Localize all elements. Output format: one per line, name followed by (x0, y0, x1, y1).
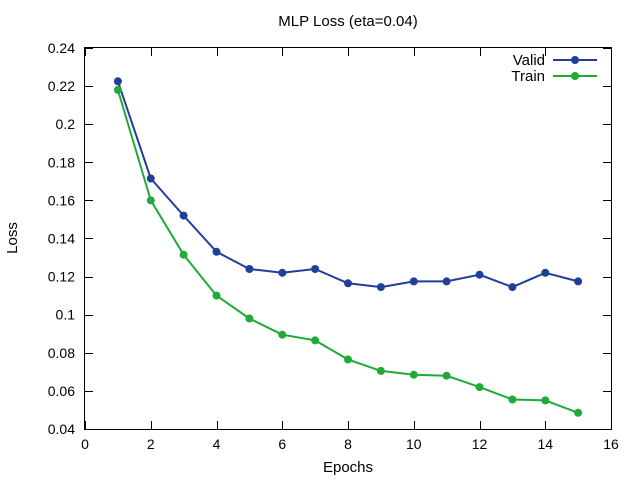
y-tick-label: 0.14 (48, 231, 75, 247)
x-tick-label: 6 (278, 436, 286, 452)
data-point-valid (409, 277, 418, 286)
x-tick-label: 12 (472, 436, 488, 452)
plot-area-frame (84, 47, 612, 430)
y-tick-label: 0.2 (56, 116, 76, 132)
y-tick-label: 0.18 (48, 154, 75, 170)
data-point-train (442, 371, 451, 380)
y-tick-label: 0.16 (48, 192, 75, 208)
data-point-valid (344, 279, 352, 288)
data-point-valid (245, 265, 254, 273)
x-tick-label: 10 (406, 436, 422, 452)
data-point-train (475, 383, 484, 392)
x-axis-title: Epochs (323, 459, 373, 476)
y-tick-label: 0.22 (48, 78, 75, 94)
x-tick-label: 8 (344, 436, 352, 452)
y-tick-label: 0.08 (48, 345, 75, 361)
data-point-train (113, 85, 122, 94)
y-tick-label: 0.12 (48, 269, 75, 285)
data-point-train (278, 330, 287, 339)
data-point-valid (212, 247, 221, 256)
y-tick-label: 0.04 (48, 421, 75, 437)
legend-marker-valid (571, 56, 579, 64)
x-tick-label: 14 (537, 436, 553, 452)
x-tick-label: 16 (603, 436, 619, 452)
data-point-train (344, 355, 352, 364)
data-point-valid (278, 268, 287, 277)
series-layer (113, 77, 583, 417)
data-point-valid (311, 265, 320, 273)
data-point-train (508, 395, 517, 404)
data-point-train (311, 336, 320, 345)
x-tick-label: 0 (81, 436, 89, 452)
data-point-train (179, 250, 188, 259)
series-line-train (116, 89, 579, 414)
data-point-valid (113, 77, 122, 86)
y-tick-label: 0.1 (56, 307, 76, 323)
data-point-valid (508, 283, 517, 292)
data-point-valid (179, 211, 188, 220)
y-tick-label: 0.06 (48, 383, 75, 399)
legend-marker-train (571, 72, 579, 80)
legend-label-valid: Valid (513, 52, 545, 69)
x-tick-label: 4 (213, 436, 221, 452)
data-point-train (245, 314, 254, 323)
data-point-train (541, 396, 550, 405)
data-point-train (212, 291, 221, 300)
y-tick-label: 0.24 (48, 40, 75, 56)
data-point-valid (442, 277, 451, 286)
data-point-valid (541, 268, 550, 277)
data-point-train (146, 196, 155, 205)
data-point-train (574, 408, 583, 417)
data-point-valid (376, 283, 385, 292)
data-point-valid (146, 174, 155, 183)
data-point-valid (574, 277, 583, 286)
axis-ticks: 0 2 4 6 8 10 12 14 16 0.04 0.06 0.08 0.1 0.12 0.14 0.16… (48, 40, 619, 452)
data-point-train (376, 366, 385, 375)
chart-title: MLP Loss (eta=0.04) (278, 13, 417, 30)
x-tick-label: 2 (147, 436, 155, 452)
data-point-train (409, 370, 418, 379)
legend-label-train: Train (511, 68, 545, 85)
data-point-valid (475, 270, 484, 279)
y-axis-title: Loss (4, 222, 21, 254)
